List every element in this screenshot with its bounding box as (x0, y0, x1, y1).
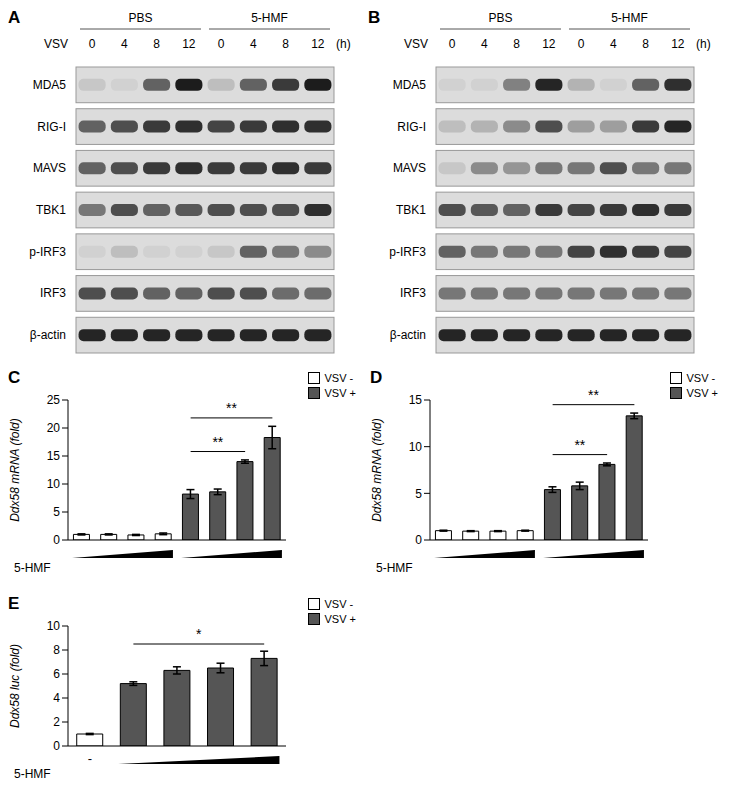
svg-text:p-IRF3: p-IRF3 (29, 245, 66, 259)
svg-text:β-actin: β-actin (30, 328, 66, 342)
html-text:VSV +: VSV + (324, 387, 356, 399)
svg-text:0: 0 (578, 37, 585, 51)
svg-text:8: 8 (282, 37, 289, 51)
svg-text:**: ** (588, 387, 599, 403)
svg-text:p-IRF3: p-IRF3 (389, 245, 426, 259)
svg-text:RIG-I: RIG-I (397, 120, 426, 134)
svg-text:12: 12 (542, 37, 556, 51)
svg-text:12: 12 (182, 37, 196, 51)
svg-text:(h): (h) (696, 37, 711, 51)
svg-text:5-HMF: 5-HMF (14, 561, 51, 575)
svg-text:**: ** (212, 434, 223, 450)
html-text:VSV -: VSV - (324, 372, 354, 384)
svg-text:MAVS: MAVS (33, 161, 66, 175)
svg-text:0: 0 (415, 533, 422, 547)
svg-text:4: 4 (250, 37, 257, 51)
svg-text:*: * (196, 626, 202, 642)
svg-text:6: 6 (53, 667, 60, 681)
svg-text:12: 12 (671, 37, 685, 51)
svg-text:(h): (h) (336, 37, 351, 51)
svg-text:MDA5: MDA5 (393, 78, 427, 92)
svg-text:Ddx58 luc (fold): Ddx58 luc (fold) (8, 644, 22, 728)
svg-text:4: 4 (53, 691, 60, 705)
svg-text:8: 8 (53, 643, 60, 657)
svg-text:TBK1: TBK1 (396, 203, 426, 217)
svg-text:25: 25 (47, 393, 61, 407)
svg-text:5-HMF: 5-HMF (376, 561, 413, 575)
svg-text:8: 8 (513, 37, 520, 51)
svg-text:RIG-I: RIG-I (37, 120, 66, 134)
svg-text:IRF3: IRF3 (400, 286, 426, 300)
svg-text:β-actin: β-actin (390, 328, 426, 342)
svg-text:0: 0 (218, 37, 225, 51)
svg-text:PBS: PBS (128, 11, 152, 25)
svg-text:Ddx58 mRNA (fold): Ddx58 mRNA (fold) (370, 418, 384, 522)
svg-text:5: 5 (415, 487, 422, 501)
svg-text:12: 12 (311, 37, 325, 51)
svg-text:5-HMF: 5-HMF (611, 11, 648, 25)
svg-text:10: 10 (409, 440, 423, 454)
svg-text:15: 15 (409, 393, 423, 407)
svg-text:0: 0 (89, 37, 96, 51)
svg-text:**: ** (226, 400, 237, 416)
html-text:E: E (8, 594, 20, 613)
svg-text:15: 15 (47, 449, 61, 463)
svg-text:0: 0 (53, 739, 60, 753)
svg-text:MDA5: MDA5 (33, 78, 67, 92)
svg-text:4: 4 (121, 37, 128, 51)
svg-text:10: 10 (47, 477, 61, 491)
svg-text:20: 20 (47, 421, 61, 435)
svg-text:VSV: VSV (44, 37, 68, 51)
svg-text:IRF3: IRF3 (40, 286, 66, 300)
svg-text:10: 10 (47, 619, 61, 633)
svg-text:0: 0 (449, 37, 456, 51)
html-text:A: A (8, 8, 21, 27)
html-text:VSV -: VSV - (686, 372, 716, 384)
svg-text:PBS: PBS (488, 11, 512, 25)
svg-text:-: - (88, 751, 92, 766)
svg-text:Ddx58 mRNA (fold): Ddx58 mRNA (fold) (8, 418, 22, 522)
svg-text:5-HMF: 5-HMF (14, 767, 51, 781)
html-text:VSV +: VSV + (324, 613, 356, 625)
svg-text:8: 8 (153, 37, 160, 51)
html-text:VSV -: VSV - (324, 598, 354, 610)
svg-text:VSV: VSV (404, 37, 428, 51)
svg-text:4: 4 (481, 37, 488, 51)
svg-text:8: 8 (642, 37, 649, 51)
svg-text:**: ** (574, 437, 585, 453)
svg-text:5-HMF: 5-HMF (251, 11, 288, 25)
html-text:VSV +: VSV + (686, 387, 718, 399)
svg-text:5: 5 (53, 505, 60, 519)
svg-text:0: 0 (53, 533, 60, 547)
svg-text:2: 2 (53, 715, 60, 729)
html-text:C: C (8, 368, 21, 387)
svg-text:4: 4 (610, 37, 617, 51)
svg-text:TBK1: TBK1 (36, 203, 66, 217)
html-text:B: B (368, 8, 381, 27)
html-text:D: D (370, 368, 383, 387)
svg-text:MAVS: MAVS (393, 161, 426, 175)
